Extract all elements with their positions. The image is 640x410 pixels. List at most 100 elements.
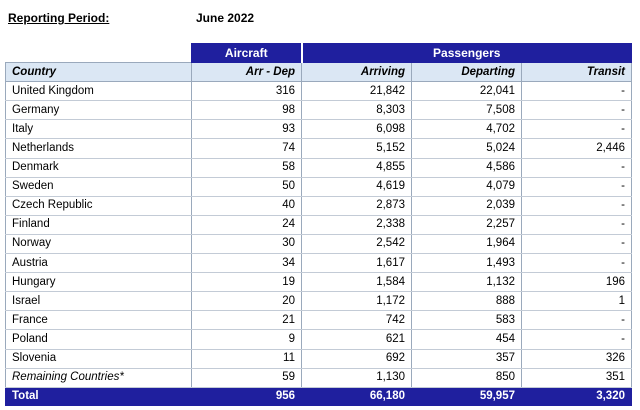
cell-arr-dep: 74 — [191, 138, 302, 159]
cell-country: Czech Republic — [5, 196, 192, 216]
group-header-row: Aircraft Passengers — [6, 42, 632, 64]
cell-country: Hungary — [5, 272, 192, 293]
cell-transit: - — [521, 119, 632, 140]
cell-arriving: 692 — [301, 349, 412, 369]
cell-arr-dep: 59 — [191, 368, 302, 388]
cell-departing: 4,702 — [411, 119, 522, 140]
cell-transit: - — [521, 234, 632, 255]
total-arr-dep: 956 — [191, 386, 302, 406]
table-row: Israel 20 1,172 888 1 — [5, 291, 632, 312]
cell-country: Italy — [5, 119, 192, 140]
cell-arriving: 2,338 — [301, 215, 412, 235]
cell-departing: 454 — [411, 329, 522, 350]
cell-arr-dep: 19 — [191, 272, 302, 293]
cell-departing: 5,024 — [411, 138, 522, 159]
cell-departing: 2,257 — [411, 215, 522, 235]
cell-transit: - — [521, 329, 632, 350]
cell-transit: - — [521, 177, 632, 197]
cell-country: Poland — [5, 329, 192, 350]
cell-departing: 888 — [411, 291, 522, 312]
column-header-departing: Departing — [411, 62, 522, 83]
cell-arriving: 1,172 — [301, 291, 412, 312]
cell-arriving: 1,130 — [301, 368, 412, 388]
table-row: Germany 98 8,303 7,508- — [5, 100, 632, 121]
cell-arriving: 6,098 — [301, 119, 412, 140]
table-row: Denmark 58 4,855 4,586- — [5, 158, 632, 178]
table-row: Remaining Countries* 59 1,130 850 351 — [5, 368, 632, 388]
cell-departing: 1,964 — [411, 234, 522, 255]
cell-country: Norway — [5, 234, 192, 255]
cell-departing: 22,041 — [411, 81, 522, 102]
passenger-statistics-table: Aircraft Passengers Country Arr - Dep Ar… — [5, 42, 632, 406]
column-header-arriving: Arriving — [301, 62, 412, 83]
cell-departing: 4,079 — [411, 177, 522, 197]
reporting-period-label: Reporting Period: — [8, 11, 110, 25]
table-row: United Kingdom 316 21,842 22,041- — [5, 81, 632, 102]
cell-departing: 2,039 — [411, 196, 522, 216]
total-departing: 59,957 — [411, 386, 522, 406]
cell-transit: - — [521, 310, 632, 331]
cell-arr-dep: 11 — [191, 349, 302, 369]
cell-transit: 326 — [521, 349, 632, 369]
cell-arr-dep: 24 — [191, 215, 302, 235]
cell-country: France — [5, 310, 192, 331]
cell-arriving: 1,584 — [301, 272, 412, 293]
group-header-passengers: Passengers — [301, 42, 632, 64]
cell-country: Israel — [5, 291, 192, 312]
cell-country: Finland — [5, 215, 192, 235]
cell-arriving: 4,619 — [301, 177, 412, 197]
cell-transit: 196 — [521, 272, 632, 293]
table-row: Finland 24 2,338 2,257- — [5, 215, 632, 235]
cell-arriving: 5,152 — [301, 138, 412, 159]
cell-arr-dep: 20 — [191, 291, 302, 312]
cell-country: Netherlands — [5, 138, 192, 159]
cell-departing: 357 — [411, 349, 522, 369]
cell-arr-dep: 98 — [191, 100, 302, 121]
cell-departing: 1,493 — [411, 253, 522, 274]
total-row: Total 956 66,180 59,957 3,320 — [5, 386, 632, 406]
total-transit: 3,320 — [521, 386, 632, 406]
cell-arr-dep: 40 — [191, 196, 302, 216]
cell-arr-dep: 50 — [191, 177, 302, 197]
cell-arriving: 8,303 — [301, 100, 412, 121]
cell-transit: 1 — [521, 291, 632, 312]
cell-arriving: 2,873 — [301, 196, 412, 216]
cell-country: Remaining Countries* — [5, 368, 192, 388]
cell-country: Denmark — [5, 158, 192, 178]
cell-country: Austria — [5, 253, 192, 274]
cell-arr-dep: 58 — [191, 158, 302, 178]
cell-arriving: 21,842 — [301, 81, 412, 102]
group-header-blank — [6, 44, 192, 63]
cell-arriving: 2,542 — [301, 234, 412, 255]
reporting-period-value: June 2022 — [196, 11, 255, 25]
table-row: Austria 34 1,617 1,493- — [5, 253, 632, 274]
cell-transit: 2,446 — [521, 138, 632, 159]
cell-transit: - — [521, 253, 632, 274]
cell-arr-dep: 30 — [191, 234, 302, 255]
table-row: Poland 9 621 454- — [5, 329, 632, 350]
column-header-country: Country — [5, 62, 192, 83]
cell-arr-dep: 9 — [191, 329, 302, 350]
cell-arriving: 1,617 — [301, 253, 412, 274]
cell-country: United Kingdom — [5, 81, 192, 102]
cell-country: Germany — [5, 100, 192, 121]
cell-departing: 1,132 — [411, 272, 522, 293]
cell-transit: - — [521, 100, 632, 121]
cell-arr-dep: 21 — [191, 310, 302, 331]
group-header-aircraft: Aircraft — [191, 42, 303, 64]
cell-arriving: 4,855 — [301, 158, 412, 178]
reporting-period: Reporting Period: June 2022 — [8, 11, 254, 25]
cell-country: Sweden — [5, 177, 192, 197]
table-row: Hungary 19 1,584 1,132 196 — [5, 272, 632, 293]
table-body: United Kingdom 316 21,842 22,041- Germany 98 8… — [5, 81, 632, 388]
table-row: Norway 30 2,542 1,964- — [5, 234, 632, 255]
total-arriving: 66,180 — [301, 386, 412, 406]
total-label: Total — [5, 386, 192, 406]
cell-arr-dep: 93 — [191, 119, 302, 140]
cell-transit: - — [521, 158, 632, 178]
cell-transit: - — [521, 215, 632, 235]
cell-transit: 351 — [521, 368, 632, 388]
cell-arr-dep: 34 — [191, 253, 302, 274]
column-header-transit: Transit — [521, 62, 632, 83]
cell-transit: - — [521, 81, 632, 102]
